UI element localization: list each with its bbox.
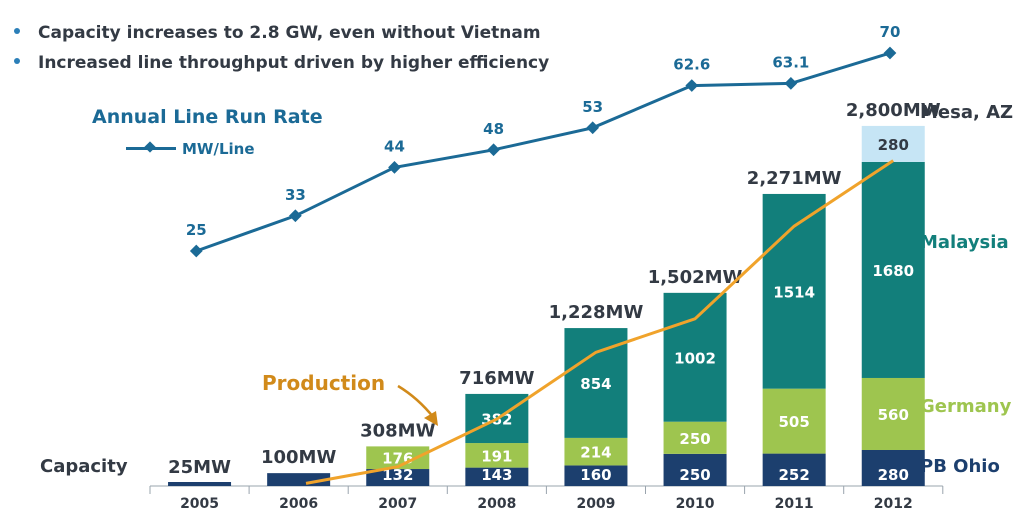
run-rate-value-label: 63.1 xyxy=(772,53,809,71)
x-tick-label: 2012 xyxy=(874,496,913,512)
production-arrow-line xyxy=(397,384,435,419)
bullet-text: Increased line throughput driven by high… xyxy=(38,53,550,73)
bar-segment-germany xyxy=(366,446,430,470)
segment-value-label: 1680 xyxy=(872,262,914,280)
x-tick-label: 2009 xyxy=(576,496,615,512)
x-tick-label: 2010 xyxy=(676,496,715,512)
production-line xyxy=(305,159,895,485)
run-rate-value-label: 44 xyxy=(384,137,405,155)
bullet-text: Capacity increases to 2.8 GW, even witho… xyxy=(38,23,541,43)
x-tick-label: 2006 xyxy=(279,496,318,512)
bar-segment-germany xyxy=(861,377,925,450)
run-rate-value-label: 62.6 xyxy=(673,56,710,74)
run-rate-title: Annual Line Run Rate xyxy=(92,106,323,128)
bar-total-label: 1,228MW xyxy=(549,302,644,323)
bar-total-label: 1,502MW xyxy=(648,267,743,288)
segment-value-label: 280 xyxy=(878,136,909,154)
legend-entry: PB Ohio xyxy=(920,456,1000,477)
bar-segment-malaysia xyxy=(861,161,925,378)
bar-segment-germany xyxy=(762,388,826,454)
run-rate-point xyxy=(487,143,500,157)
x-tick-label: 2005 xyxy=(180,496,219,512)
segment-value-label: 1002 xyxy=(674,349,716,367)
run-rate-point xyxy=(784,76,798,90)
bullet-dot-icon xyxy=(14,28,20,34)
run-rate-value-label: 33 xyxy=(285,186,306,204)
legend-entry: Germany xyxy=(920,396,1012,417)
segment-value-label: 854 xyxy=(580,375,611,393)
run-rate-point xyxy=(586,121,600,135)
bullet-dot-icon xyxy=(14,58,20,64)
run-rate-point xyxy=(388,161,401,174)
run-rate-value-label: 53 xyxy=(582,98,603,116)
run-rate-value-label: 70 xyxy=(880,23,901,41)
bar-segment-mesa xyxy=(861,125,925,162)
run-rate-line xyxy=(195,51,891,253)
legend-entry: Malaysia xyxy=(920,232,1009,253)
bar-total-label: 100MW xyxy=(261,447,336,468)
segment-value-label: 560 xyxy=(878,406,909,424)
bullet-list: Capacity increases to 2.8 GW, even witho… xyxy=(14,18,549,78)
bar-total-label: 2,271MW xyxy=(747,168,842,189)
run-rate-point xyxy=(883,46,897,60)
capacity-label: Capacity xyxy=(40,456,128,477)
segment-value-label: 191 xyxy=(481,447,512,465)
legend-entry: Mesa, AZ xyxy=(920,102,1013,123)
run-rate-point xyxy=(289,209,302,223)
segment-value-label: 252 xyxy=(778,466,809,484)
bar-segment-germany xyxy=(465,443,529,468)
bar-segment-malaysia xyxy=(663,292,727,422)
segment-value-label: 1514 xyxy=(773,283,815,301)
bar-segment-pb-ohio xyxy=(465,467,529,486)
x-tick-label: 2007 xyxy=(378,496,417,512)
bar-segment-pb-ohio xyxy=(762,453,826,486)
segment-value-label: 176 xyxy=(382,450,413,468)
bar-segment-pb-ohio xyxy=(366,469,430,486)
bar-total-label: 2,800MW xyxy=(846,100,941,121)
run-rate-value-label: 25 xyxy=(186,221,207,239)
bar-total-label: 308MW xyxy=(360,420,435,441)
production-label: Production xyxy=(262,371,386,395)
run-rate-legend-label: MW/Line xyxy=(182,139,255,158)
bar-segment-pb-ohio xyxy=(168,482,232,486)
bullet-item: Capacity increases to 2.8 GW, even witho… xyxy=(14,18,549,48)
run-rate-point xyxy=(189,244,203,258)
segment-value-label: 505 xyxy=(778,413,809,431)
production-arrow-head-icon xyxy=(424,411,438,426)
segment-value-label: 143 xyxy=(481,466,512,484)
bar-total-label: 716MW xyxy=(459,368,534,389)
x-tick-label: 2008 xyxy=(477,496,516,512)
segment-value-label: 250 xyxy=(679,430,710,448)
bar-segment-germany xyxy=(564,437,628,466)
bar-segment-pb-ohio xyxy=(861,449,925,486)
segment-value-label: 250 xyxy=(679,466,710,484)
bar-segment-pb-ohio xyxy=(663,453,727,486)
bar-total-label: 25MW xyxy=(168,457,231,478)
segment-value-label: 214 xyxy=(580,444,611,462)
x-tick-label: 2011 xyxy=(775,496,814,512)
bar-segment-germany xyxy=(663,421,727,454)
bar-segment-pb-ohio xyxy=(564,465,628,486)
run-rate-value-label: 48 xyxy=(483,120,504,138)
run-rate-point xyxy=(685,79,699,92)
segment-value-label: 280 xyxy=(878,466,909,484)
bullet-item: Increased line throughput driven by high… xyxy=(14,48,549,78)
run-rate-legend-line-icon xyxy=(126,141,176,153)
run-rate-legend: MW/Line xyxy=(126,138,255,160)
segment-value-label: 160 xyxy=(580,466,611,484)
segment-value-label: 132 xyxy=(382,466,413,484)
